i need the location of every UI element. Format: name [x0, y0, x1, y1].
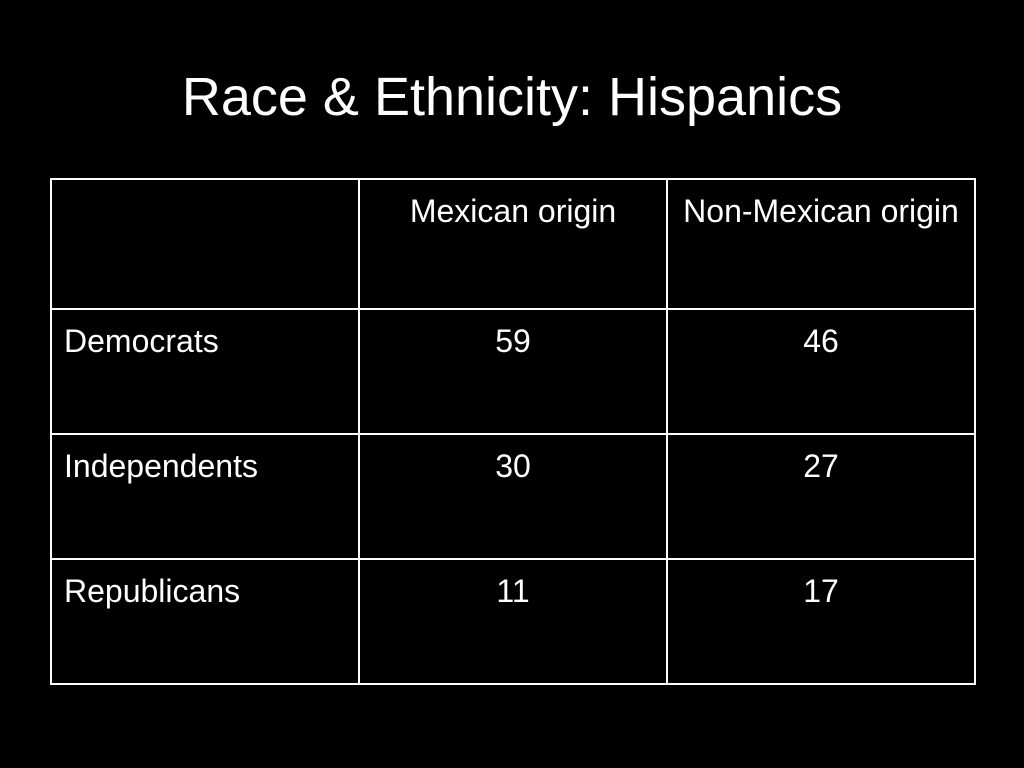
table-cell: 59 — [358, 308, 668, 435]
table-cell: 11 — [358, 558, 668, 685]
column-header-non-mexican-origin: Non-Mexican origin — [666, 178, 976, 310]
party-identification-table: Mexican origin Non-Mexican origin Democr… — [50, 178, 976, 685]
row-label-republicans: Republicans — [50, 558, 360, 685]
table-cell: 27 — [666, 433, 976, 560]
page-title: Race & Ethnicity: Hispanics — [181, 67, 843, 127]
table-row: Republicans 11 17 — [50, 558, 976, 685]
table-cell: 46 — [666, 308, 976, 435]
table-row: Democrats 59 46 — [50, 308, 976, 435]
table-header-row: Mexican origin Non-Mexican origin — [50, 178, 976, 310]
table-cell: 17 — [666, 558, 976, 685]
table-cell: 30 — [358, 433, 668, 560]
table-corner-cell — [50, 178, 360, 310]
row-label-democrats: Democrats — [50, 308, 360, 435]
column-header-mexican-origin: Mexican origin — [358, 178, 668, 310]
table-row: Independents 30 27 — [50, 433, 976, 560]
row-label-independents: Independents — [50, 433, 360, 560]
